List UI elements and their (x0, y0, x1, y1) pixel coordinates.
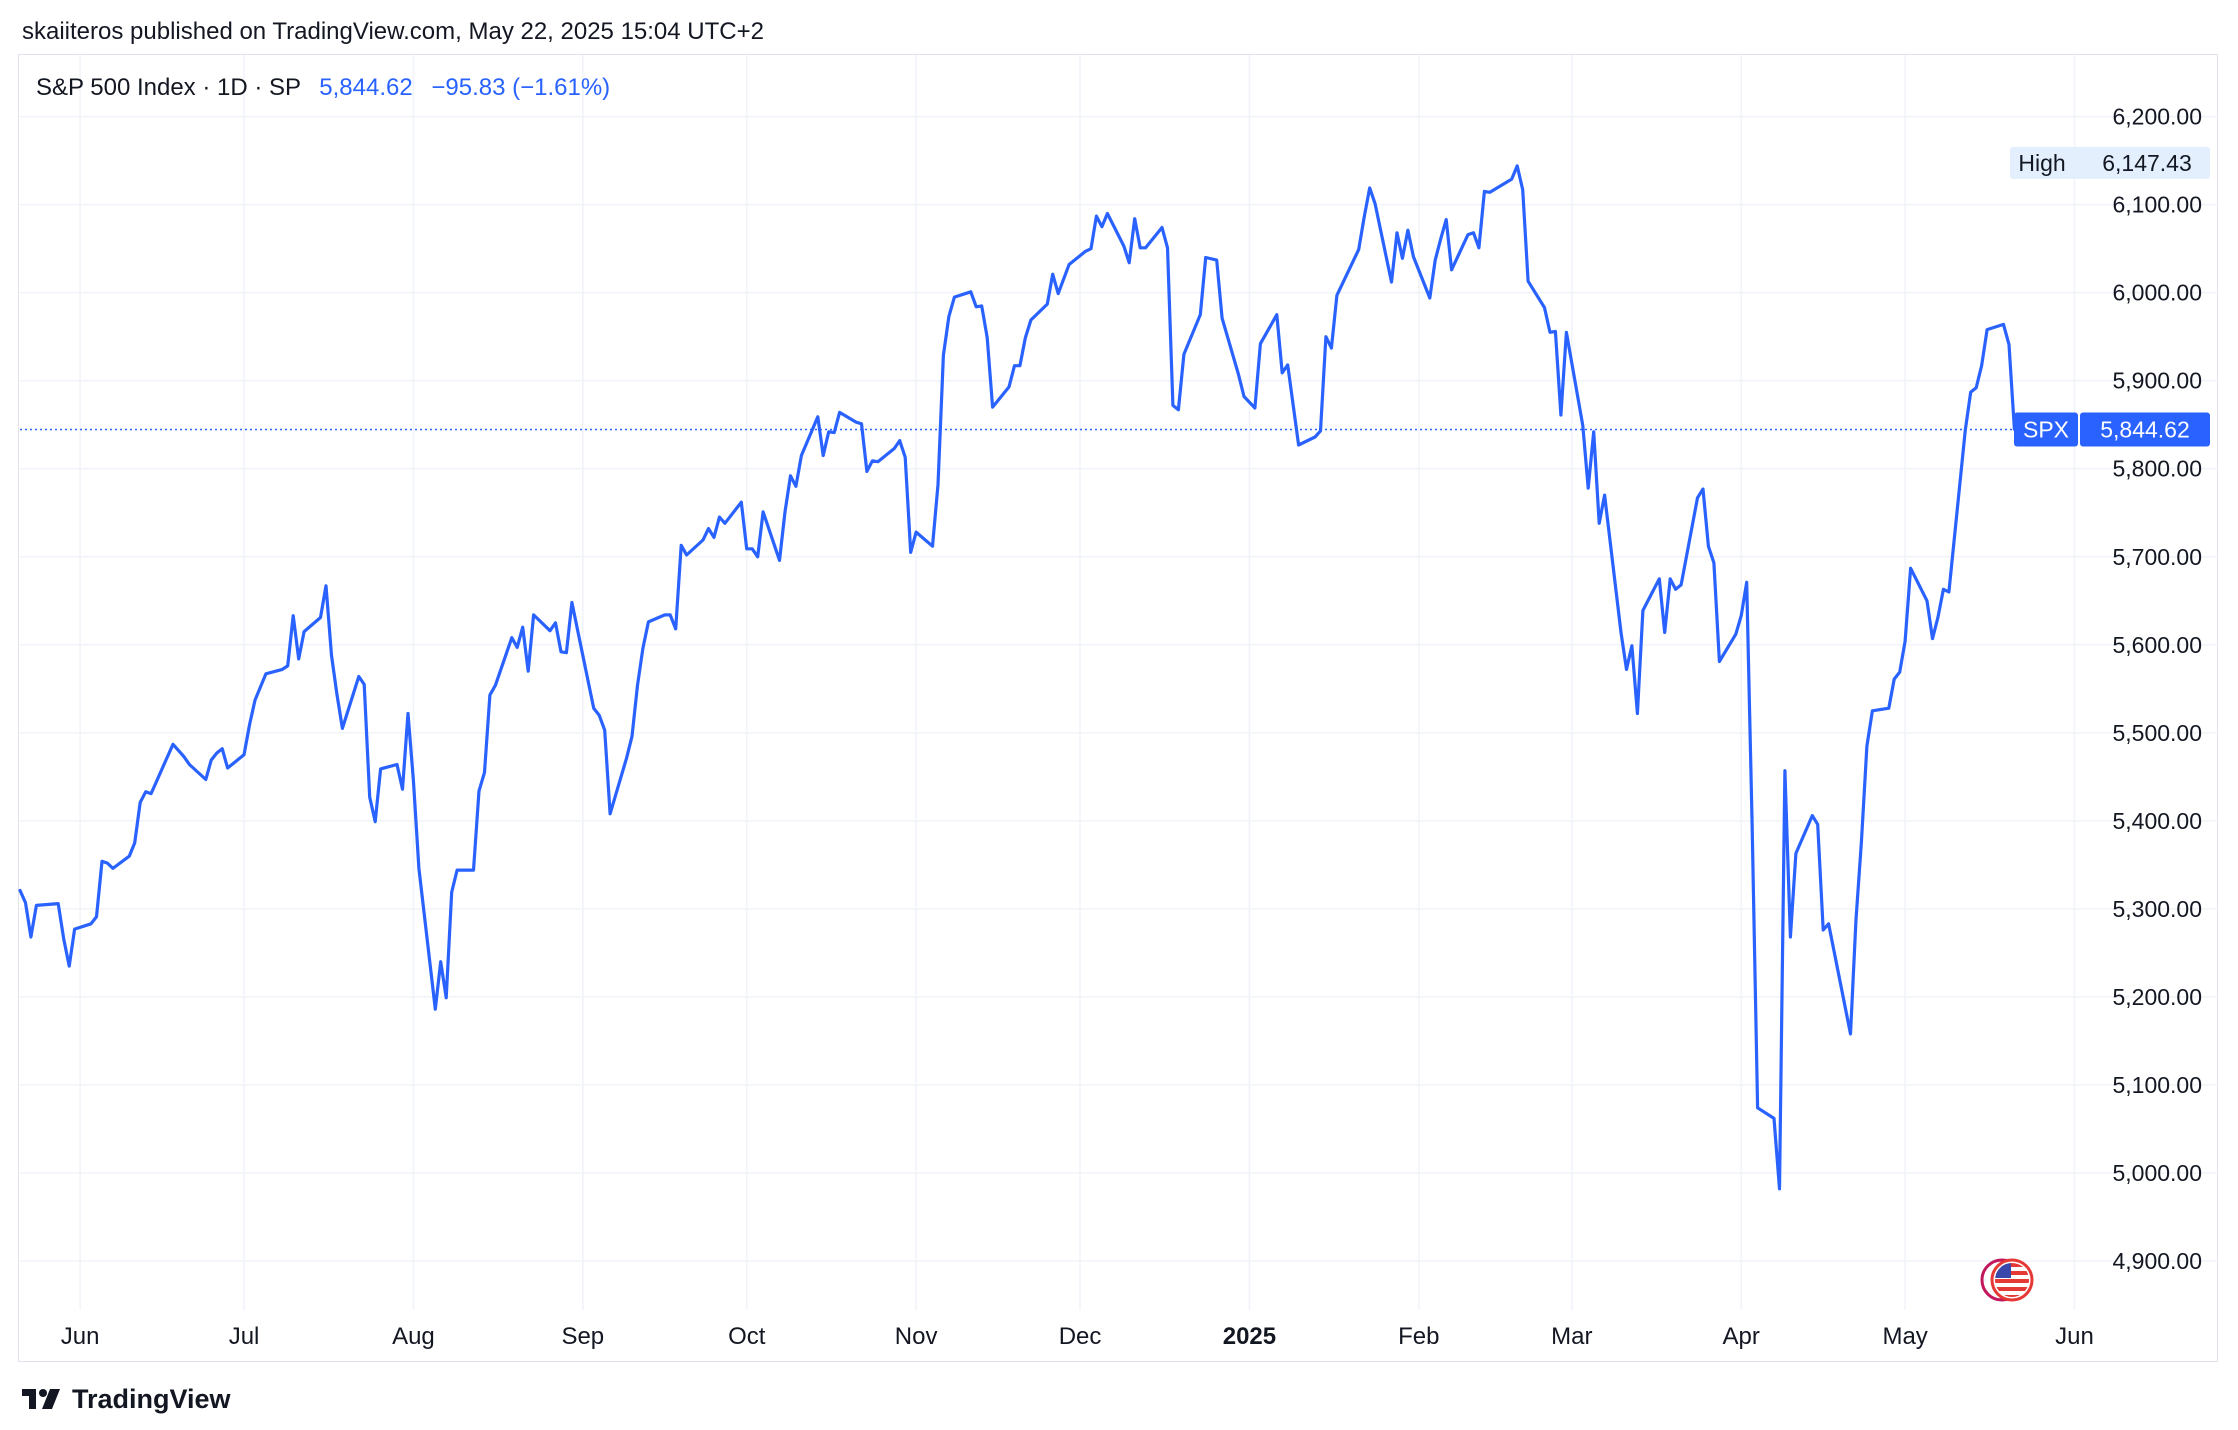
brand-footer[interactable]: TradingView (22, 1382, 231, 1416)
tradingview-logo-icon (22, 1389, 60, 1409)
y-axis[interactable]: 6,200.00 6,100.00 6,000.00 5,900.00 5,800.00… (2112, 104, 2202, 1274)
x-axis[interactable]: Jun Jul Aug Sep Oct Nov Dec 2025 Feb Mar Apr May Jun (61, 1323, 2094, 1350)
y-tick-label: 6,100.00 (2112, 192, 2202, 218)
price-badge-value: 5,844.62 (2100, 416, 2190, 442)
x-tick-label: Jul (229, 1323, 260, 1350)
x-tick-label: Mar (1551, 1323, 1592, 1350)
brand-name: TradingView (72, 1383, 231, 1414)
y-tick-label: 6,200.00 (2112, 104, 2202, 130)
high-value: 6,147.43 (2102, 150, 2192, 176)
x-tick-label: Apr (1723, 1323, 1760, 1350)
x-tick-label: Oct (728, 1323, 766, 1350)
x-tick-label: Sep (561, 1323, 604, 1350)
y-tick-label: 5,500.00 (2112, 720, 2202, 746)
price-line (18, 164, 2017, 1191)
y-tick-label: 5,600.00 (2112, 632, 2202, 658)
publisher-line: skaiiteros published on TradingView.com,… (22, 18, 764, 45)
x-tick-label: Aug (392, 1323, 435, 1350)
x-tick-label: Nov (895, 1323, 938, 1350)
legend-symbol[interactable]: S&P 500 Index · 1D · SP (36, 74, 301, 101)
y-tick-label: 5,200.00 (2112, 984, 2202, 1010)
x-tick-label: 2025 (1223, 1323, 1276, 1350)
y-tick-label: 5,100.00 (2112, 1072, 2202, 1098)
high-label: High (2018, 150, 2065, 176)
series-layer (18, 164, 2017, 1191)
x-tick-label: Feb (1398, 1323, 1439, 1350)
grid-lines (20, 55, 2218, 1310)
y-tick-label: 5,800.00 (2112, 456, 2202, 482)
y-tick-label: 6,000.00 (2112, 280, 2202, 306)
y-tick-label: 5,300.00 (2112, 896, 2202, 922)
price-badge-background (2080, 412, 2210, 447)
y-tick-label: 5,900.00 (2112, 368, 2202, 394)
chart-frame (18, 54, 2218, 1362)
y-tick-label: 5,400.00 (2112, 808, 2202, 834)
y-tick-label: 4,900.00 (2112, 1248, 2202, 1274)
high-badge-background (2010, 146, 2210, 179)
x-tick-label: Dec (1059, 1323, 1102, 1350)
symbol-badge-label: SPX (2023, 416, 2069, 442)
symbol-badge-background (2014, 412, 2078, 447)
legend-change: −95.83 (−1.61%) (431, 74, 611, 101)
x-tick-label: Jun (61, 1323, 100, 1350)
y-tick-label: 5,000.00 (2112, 1160, 2202, 1186)
chart-legend: S&P 500 Index · 1D · SP 5,844.62 −95.83 … (36, 74, 610, 102)
us-flag-icon[interactable] (1980, 1258, 2034, 1302)
last-price-badge: SPX 5,844.62 (2014, 412, 2210, 447)
x-tick-label: May (1882, 1323, 1927, 1350)
x-tick-label: Jun (2055, 1323, 2094, 1350)
legend-price: 5,844.62 (319, 74, 413, 101)
y-tick-label: 5,700.00 (2112, 544, 2202, 570)
high-badge: High 6,147.43 (2010, 146, 2210, 179)
